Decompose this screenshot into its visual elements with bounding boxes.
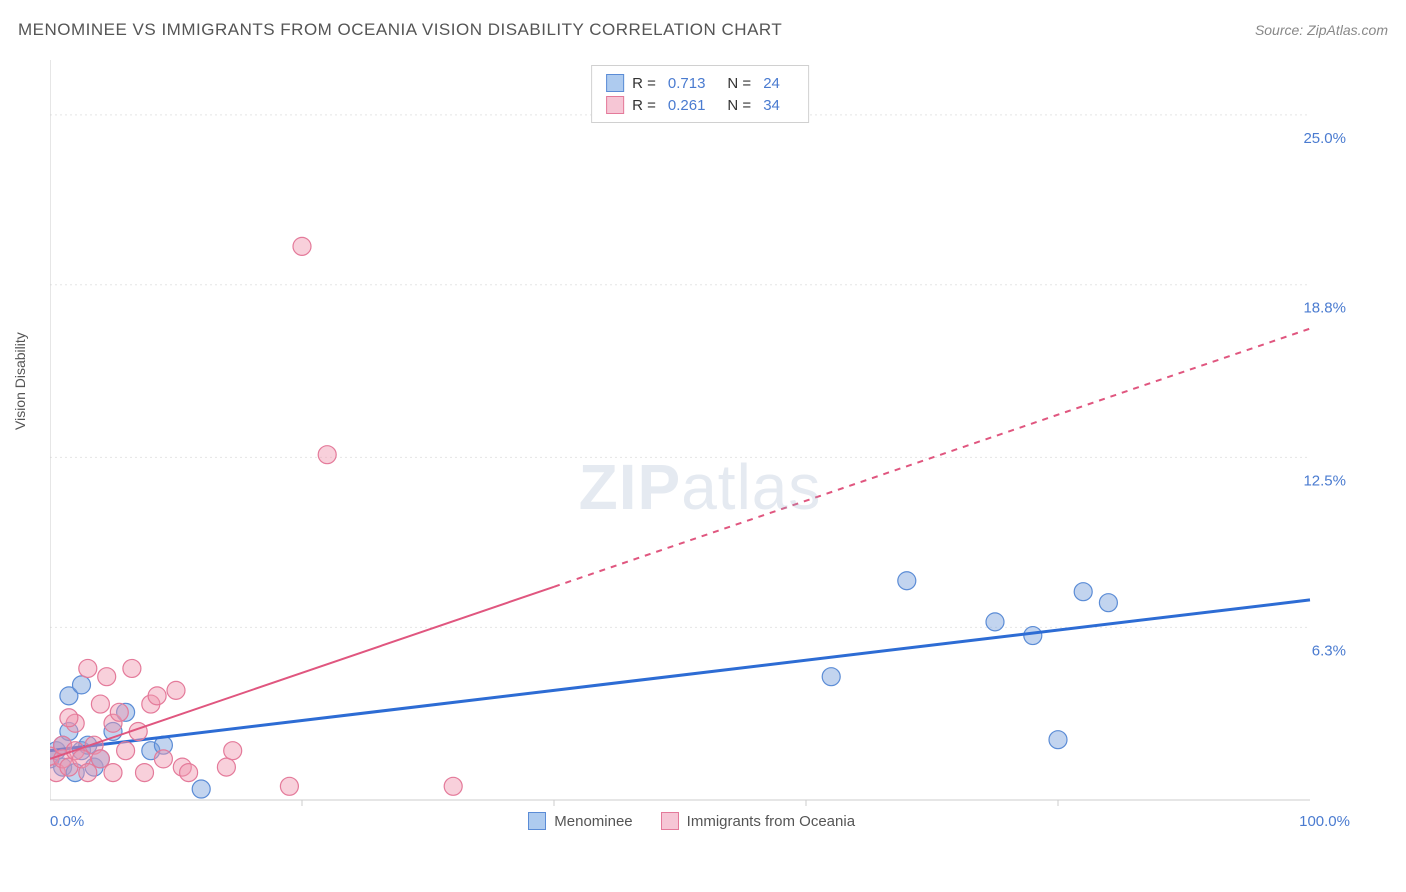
swatch-series-0-bottom: [528, 812, 546, 830]
swatch-series-0: [606, 74, 624, 92]
chart-area: 6.3%12.5%18.8%25.0% ZIPatlas R = 0.713 N…: [50, 60, 1350, 830]
legend-row-series-1: R = 0.261 N = 34: [606, 94, 794, 116]
legend-row-series-0: R = 0.713 N = 24: [606, 72, 794, 94]
svg-text:25.0%: 25.0%: [1303, 130, 1346, 147]
swatch-series-1-bottom: [661, 812, 679, 830]
correlation-legend: R = 0.713 N = 24 R = 0.261 N = 34: [591, 65, 809, 123]
x-axis-min: 0.0%: [50, 813, 84, 830]
x-axis-legend: 0.0% Menominee Immigrants from Oceania 1…: [50, 812, 1350, 830]
source-attribution: Source: ZipAtlas.com: [1255, 22, 1388, 38]
swatch-series-1: [606, 96, 624, 114]
svg-text:12.5%: 12.5%: [1303, 472, 1346, 489]
x-axis-max: 100.0%: [1299, 813, 1350, 830]
chart-header: MENOMINEE VS IMMIGRANTS FROM OCEANIA VIS…: [18, 20, 1388, 40]
scatter-plot: 6.3% 12.5% 18.8% 25.0%: [50, 60, 1350, 830]
svg-text:18.8%: 18.8%: [1303, 300, 1346, 317]
y-axis-label: Vision Disability: [12, 332, 28, 430]
svg-text:6.3%: 6.3%: [1312, 642, 1346, 659]
legend-item-series-1: Immigrants from Oceania: [661, 812, 855, 830]
chart-title: MENOMINEE VS IMMIGRANTS FROM OCEANIA VIS…: [18, 20, 782, 40]
legend-item-series-0: Menominee: [528, 812, 632, 830]
series-legend: Menominee Immigrants from Oceania: [528, 812, 855, 830]
